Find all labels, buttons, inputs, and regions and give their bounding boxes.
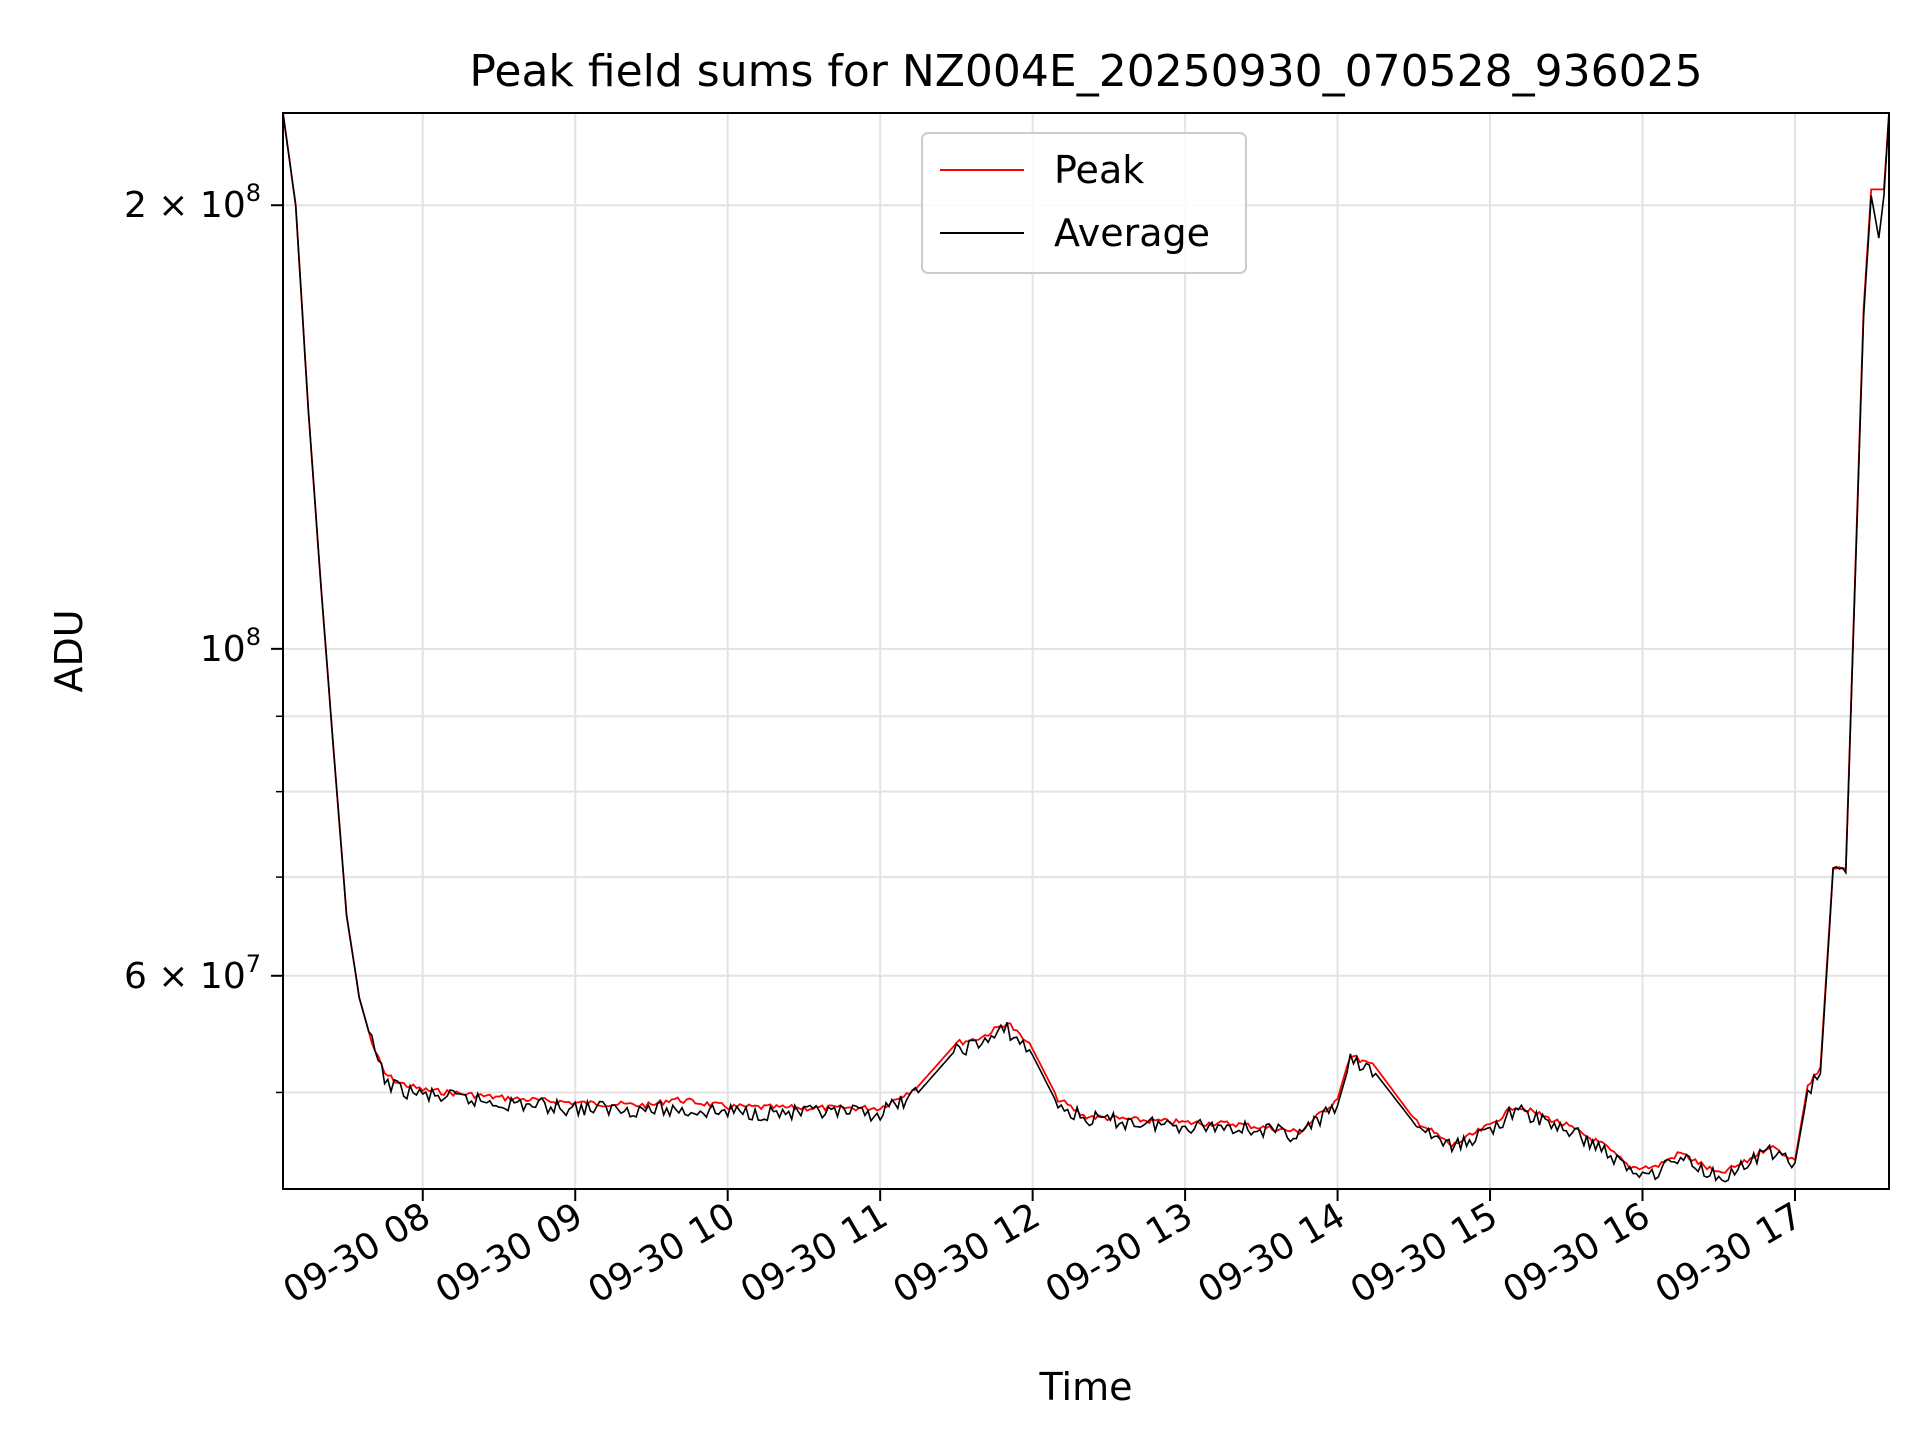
y-axis-label: ADU (47, 609, 91, 692)
legend-label-average: Average (1054, 211, 1210, 255)
y-tick-label: 2 × 108 (124, 179, 261, 226)
y-tick-label: 6 × 107 (124, 950, 261, 997)
y-tick-label: 108 (200, 623, 261, 670)
legend-label-peak: Peak (1054, 148, 1144, 192)
x-axis-label: Time (1039, 1365, 1133, 1409)
grid (283, 113, 1889, 1189)
legend-box (921, 132, 1247, 274)
series-line-average (283, 113, 1889, 1183)
chart-title: Peak field sums for NZ004E_20250930_0705… (469, 46, 1702, 97)
series-layer (283, 113, 1889, 1183)
plot-frame (282, 112, 1890, 1190)
legend: Peak Average (921, 132, 1247, 274)
